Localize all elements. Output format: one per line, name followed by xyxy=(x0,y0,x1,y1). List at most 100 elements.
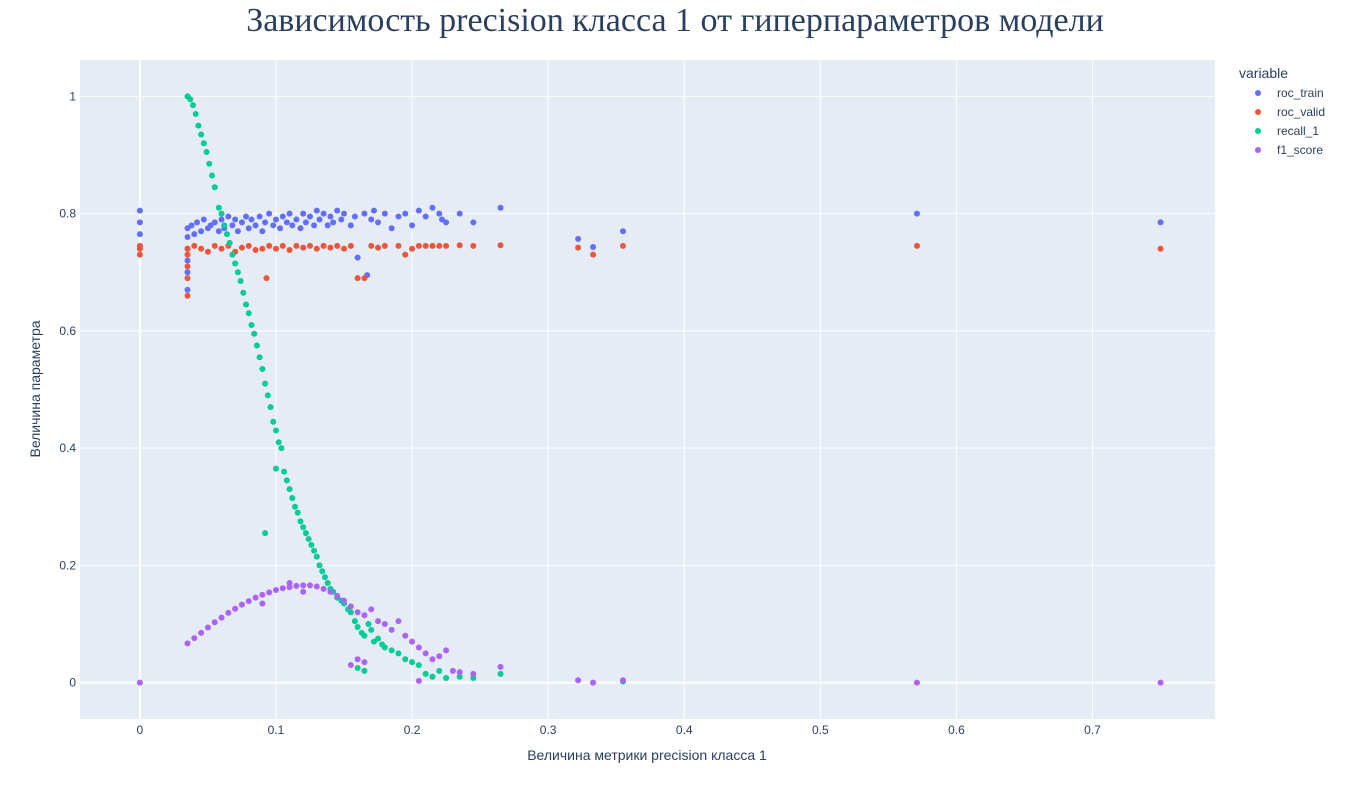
data-point xyxy=(306,213,313,220)
data-point xyxy=(248,322,255,329)
data-point xyxy=(198,131,205,138)
data-point xyxy=(243,213,250,220)
data-point xyxy=(191,242,198,249)
data-point xyxy=(341,245,348,252)
data-point xyxy=(245,310,252,317)
data-point xyxy=(341,597,348,604)
data-point xyxy=(497,670,504,677)
data-point xyxy=(354,664,361,671)
data-point xyxy=(368,216,375,223)
data-point xyxy=(470,674,477,681)
data-point xyxy=(321,574,328,581)
data-point xyxy=(334,242,341,249)
data-point xyxy=(402,251,409,258)
data-point xyxy=(300,210,307,217)
y-axis-label: Величина параметра xyxy=(27,320,43,457)
data-point xyxy=(375,618,382,625)
y-axis: 0 0.2 0.4 0.6 0.8 1 xyxy=(59,89,76,689)
chart-title: Зависимость precision класса 1 от гиперп… xyxy=(246,2,1104,39)
data-point xyxy=(188,222,195,229)
data-point xyxy=(415,644,422,651)
data-point xyxy=(320,242,327,249)
data-points xyxy=(136,93,1164,686)
data-point xyxy=(194,219,201,226)
data-point xyxy=(306,242,313,249)
data-point xyxy=(218,216,225,223)
data-point xyxy=(238,601,245,608)
data-point xyxy=(245,598,252,605)
legend-marker xyxy=(1255,147,1261,153)
data-point xyxy=(191,635,198,642)
data-point xyxy=(409,659,416,666)
data-point xyxy=(620,228,627,235)
data-point xyxy=(422,650,429,657)
legend-item[interactable]: f1_score xyxy=(1255,143,1323,157)
data-point xyxy=(184,292,191,299)
data-point xyxy=(316,216,323,223)
data-point xyxy=(436,242,443,249)
data-point xyxy=(443,647,450,654)
legend-item[interactable]: roc_valid xyxy=(1255,105,1325,119)
x-tick-label: 0.6 xyxy=(948,723,965,737)
data-point xyxy=(204,248,211,255)
data-point xyxy=(262,530,269,537)
data-point xyxy=(429,656,436,663)
data-point xyxy=(388,626,395,633)
legend-item[interactable]: recall_1 xyxy=(1255,124,1319,138)
data-point xyxy=(293,582,300,589)
data-point xyxy=(237,278,244,285)
data-point xyxy=(215,204,222,211)
data-point xyxy=(297,518,304,525)
data-point xyxy=(375,244,382,251)
data-point xyxy=(409,638,416,645)
data-point xyxy=(443,219,450,226)
legend-label: f1_score xyxy=(1277,143,1323,157)
data-point xyxy=(302,530,309,537)
data-point xyxy=(279,585,286,592)
data-point xyxy=(136,231,143,238)
data-point xyxy=(297,225,304,232)
data-point xyxy=(300,582,307,589)
data-point xyxy=(354,623,361,630)
data-point xyxy=(620,677,627,684)
data-point xyxy=(395,242,402,249)
data-point xyxy=(381,621,388,628)
legend-label: roc_train xyxy=(1277,86,1324,100)
data-point xyxy=(245,242,252,249)
data-point xyxy=(913,210,920,217)
data-point xyxy=(277,225,284,232)
data-point xyxy=(305,536,312,543)
data-point xyxy=(200,216,207,223)
data-point xyxy=(361,659,368,666)
data-point xyxy=(259,600,266,607)
data-point xyxy=(300,244,307,251)
data-point xyxy=(218,245,225,252)
data-point xyxy=(338,216,345,223)
data-point xyxy=(289,222,296,229)
data-point xyxy=(184,251,191,258)
data-point xyxy=(497,204,504,211)
data-point xyxy=(211,619,218,626)
legend-item[interactable]: roc_train xyxy=(1255,86,1324,100)
data-point xyxy=(1157,219,1164,226)
data-point xyxy=(286,210,293,217)
data-point xyxy=(334,592,341,599)
data-point xyxy=(234,269,241,276)
data-point xyxy=(324,222,331,229)
data-point xyxy=(361,612,368,619)
data-point xyxy=(218,614,225,621)
data-point xyxy=(334,207,341,214)
data-point xyxy=(192,110,199,117)
data-point xyxy=(184,245,191,252)
data-point xyxy=(620,242,627,249)
data-point xyxy=(320,585,327,592)
data-point xyxy=(136,251,143,258)
data-point xyxy=(395,618,402,625)
data-point xyxy=(913,242,920,249)
x-tick-label: 0 xyxy=(137,723,144,737)
data-point xyxy=(252,222,259,229)
data-point xyxy=(262,219,269,226)
data-point xyxy=(234,228,241,235)
data-point xyxy=(354,254,361,261)
data-point xyxy=(245,225,252,232)
